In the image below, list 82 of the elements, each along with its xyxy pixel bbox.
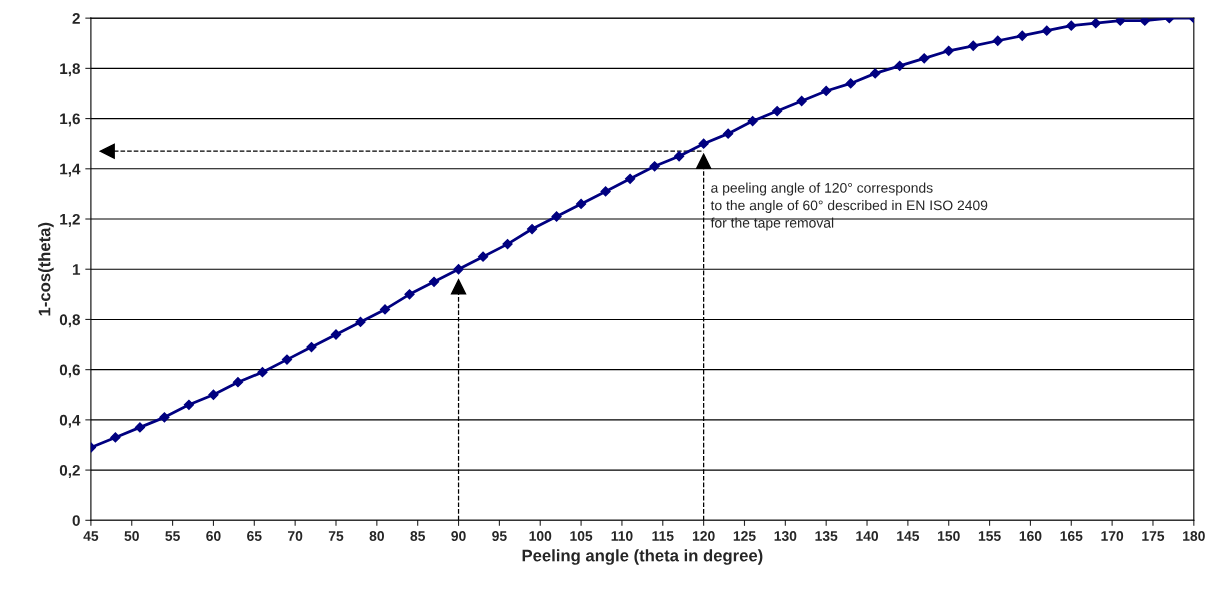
point (624, 173, 636, 184)
x-tick-label: 70 (288, 531, 303, 541)
point (968, 40, 979, 51)
point (477, 251, 489, 262)
point (1017, 30, 1028, 41)
point (698, 138, 709, 149)
x-tick-label: 110 (611, 531, 633, 541)
y-tick-label: 1,6 (60, 113, 80, 127)
point (845, 78, 856, 89)
point (257, 367, 268, 378)
x-tick-label: 165 (1060, 531, 1083, 541)
point (1115, 18, 1126, 26)
y-tick-label: 0,8 (59, 314, 81, 328)
point (919, 53, 930, 64)
y-tick-label: 1,8 (60, 63, 81, 77)
point (159, 412, 170, 423)
x-axis-title: Peeling angle (theta in degree) (522, 549, 763, 565)
x-tick-label: 85 (410, 531, 426, 541)
x-tick-label: 150 (938, 531, 960, 541)
point (674, 151, 685, 162)
point (992, 35, 1003, 46)
point (600, 186, 611, 197)
x-tick-label: 65 (247, 531, 262, 541)
y-tick-label: 0,2 (59, 464, 80, 478)
y-tick-label: 0,6 (59, 364, 80, 378)
point (526, 223, 538, 235)
point (772, 105, 783, 117)
point (575, 198, 587, 210)
point (183, 399, 195, 410)
y-tick-label: 1,2 (60, 213, 80, 227)
point (943, 45, 954, 56)
point (1139, 18, 1150, 26)
annotation: a peeling angle of 120° corresponds to the angle of 60° described in EN ISO 2409 for the tape removal (710, 182, 988, 231)
y-tick-label: 1 (72, 264, 81, 275)
point (281, 354, 293, 365)
x-tick-label: 80 (369, 531, 384, 541)
x-tick-label: 170 (1101, 531, 1124, 541)
point (1066, 20, 1077, 31)
point (1090, 18, 1101, 29)
point (208, 389, 219, 400)
y-tick-label: 2 (72, 13, 80, 24)
point (747, 115, 758, 127)
point (796, 95, 807, 107)
y-tick-label: 0,4 (59, 414, 81, 428)
point (502, 239, 513, 250)
x-tick-label: 135 (815, 531, 838, 541)
x-tick-label: 55 (165, 531, 180, 541)
x-tick-label: 155 (978, 531, 1001, 541)
point (870, 68, 881, 79)
point (404, 289, 415, 300)
x-tick-label: 140 (856, 531, 879, 541)
point (134, 422, 146, 433)
point (379, 304, 391, 315)
point (1041, 25, 1052, 36)
x-tick-label: 120 (692, 531, 715, 541)
point (232, 377, 244, 388)
x-tick-label: 60 (206, 531, 221, 541)
x-tick-label: 180 (1183, 531, 1205, 541)
x-tick-label: 115 (652, 531, 674, 541)
point (649, 161, 660, 172)
x-tick-label: 105 (570, 531, 593, 541)
point (723, 128, 734, 139)
y-axis-title: 1-cos(theta) (38, 222, 54, 316)
y-tick-label: 0 (72, 515, 80, 526)
point (894, 60, 905, 71)
x-tick-label: 175 (1142, 531, 1165, 541)
point (551, 211, 562, 222)
x-tick-label: 100 (529, 531, 552, 541)
x-tick-label: 45 (83, 531, 99, 541)
x-tick-label: 50 (124, 531, 139, 541)
x-tick-label: 75 (328, 531, 344, 541)
x-tick-label: 95 (492, 531, 507, 541)
x-tick-label: 160 (1019, 531, 1042, 541)
y-tick-label: 1,4 (60, 163, 81, 177)
x-tick-label: 125 (733, 531, 756, 541)
x-tick-label: 145 (897, 531, 920, 541)
point (821, 85, 832, 97)
x-tick-label: 90 (451, 531, 466, 541)
point (453, 264, 464, 275)
x-tick-label: 130 (774, 531, 797, 541)
point (110, 432, 121, 443)
point (428, 276, 440, 287)
